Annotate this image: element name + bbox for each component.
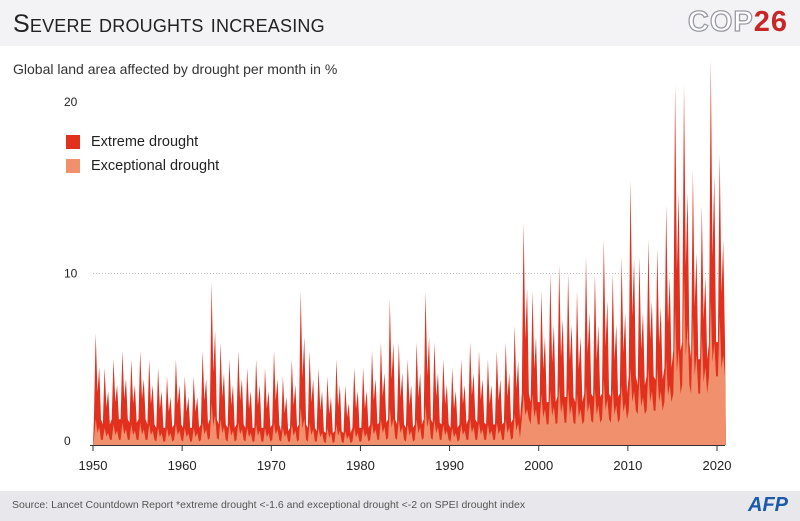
x-tick-label: 1960 (168, 458, 197, 473)
legend-exceptional: Exceptional drought (66, 158, 219, 174)
y-tick-label: 0 (64, 434, 71, 448)
y-tick-label: 10 (64, 267, 78, 281)
x-tick-label: 2000 (524, 458, 553, 473)
area-extreme-drought (93, 59, 726, 445)
x-tick-label: 1990 (435, 458, 464, 473)
chart-title: Severe droughts increasing (13, 10, 325, 38)
y-tick-label: 20 (64, 95, 78, 109)
area-exceptional-drought (93, 273, 726, 445)
header: Severe droughts increasing COP26 (0, 0, 800, 46)
legend-swatch-extreme (66, 135, 80, 149)
legend-extreme: Extreme drought (66, 134, 198, 150)
x-tick-label: 2010 (613, 458, 642, 473)
x-tick-label: 1950 (79, 458, 108, 473)
source-note: Source: Lancet Countdown Report *extreme… (12, 499, 526, 511)
afp-logo: AFP (748, 494, 788, 516)
x-tick-label: 2020 (703, 458, 732, 473)
drought-chart: 1950 1960 1970 1980 1990 2000 2010 2020 0 10 20 (64, 59, 732, 473)
x-tick-label: 1980 (346, 458, 375, 473)
legend-swatch-exceptional (66, 159, 80, 173)
chart-subtitle: Global land area affected by drought per… (13, 61, 338, 77)
x-tick-label: 1970 (257, 458, 286, 473)
cop26-logo: COP26 (687, 5, 788, 38)
footer: Source: Lancet Countdown Report *extreme… (0, 491, 800, 521)
